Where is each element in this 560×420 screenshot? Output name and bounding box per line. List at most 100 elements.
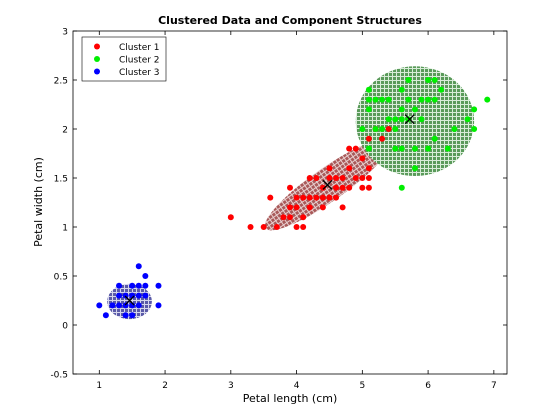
data-point-cluster-1: [227, 214, 234, 221]
data-point-cluster-1: [287, 214, 293, 221]
data-point-cluster-2: [365, 86, 372, 93]
data-point-cluster-1: [293, 204, 300, 211]
data-point-cluster-2: [484, 96, 491, 103]
data-point-cluster-3: [142, 292, 149, 299]
data-point-cluster-2: [398, 116, 405, 123]
data-point-cluster-2: [411, 145, 418, 152]
y-axis-label: Petal width (cm): [32, 157, 45, 247]
y-tick-label: 0: [62, 322, 68, 332]
x-tick-label: 3: [228, 381, 234, 391]
x-tick-label: 1: [96, 381, 102, 391]
data-point-cluster-1: [365, 184, 372, 191]
data-point-cluster-2: [365, 106, 372, 113]
x-tick-label: 5: [359, 381, 365, 391]
data-point-cluster-2: [385, 96, 392, 103]
y-tick-label: 3: [62, 28, 68, 38]
data-point-cluster-2: [405, 96, 412, 103]
data-point-cluster-3: [135, 302, 142, 309]
data-point-cluster-1: [346, 145, 353, 152]
data-point-cluster-3: [102, 312, 109, 319]
data-point-cluster-1: [306, 194, 313, 201]
data-point-cluster-2: [431, 96, 438, 103]
data-point-cluster-3: [122, 302, 129, 309]
data-point-cluster-2: [365, 96, 372, 103]
data-point-cluster-3: [135, 292, 142, 299]
data-point-cluster-1: [339, 184, 346, 191]
data-point-cluster-2: [418, 116, 425, 123]
data-point-cluster-1: [326, 165, 333, 172]
data-point-cluster-3: [142, 273, 149, 279]
data-point-cluster-3: [122, 292, 129, 299]
chart-title: Clustered Data and Component Structures: [158, 14, 422, 27]
data-point-cluster-2: [411, 106, 418, 113]
legend: Cluster 1 Cluster 2 Cluster 3: [81, 36, 167, 82]
data-point-cluster-3: [116, 302, 123, 309]
data-point-cluster-2: [464, 116, 471, 123]
y-tick-label: 2.5: [54, 77, 68, 87]
data-point-cluster-2: [379, 126, 386, 132]
data-point-cluster-1: [346, 184, 353, 191]
data-point-cluster-2: [418, 96, 425, 103]
data-point-cluster-2: [438, 86, 445, 93]
data-point-cluster-1: [352, 175, 359, 181]
data-point-cluster-1: [359, 175, 366, 181]
data-point-cluster-2: [425, 77, 432, 83]
y-tick-label: 1: [62, 224, 68, 234]
data-point-cluster-2: [405, 77, 412, 83]
data-point-cluster-3: [122, 312, 129, 319]
legend-marker-cluster-2: [94, 56, 100, 62]
data-point-cluster-1: [379, 135, 386, 142]
data-point-cluster-1: [326, 194, 333, 201]
data-point-cluster-2: [385, 116, 392, 123]
data-point-cluster-1: [365, 165, 372, 172]
y-tick-label: 2: [62, 126, 68, 136]
y-tick-label: 0.5: [54, 273, 68, 283]
data-point-cluster-2: [425, 145, 432, 152]
data-point-cluster-2: [372, 126, 379, 132]
data-point-cluster-2: [411, 165, 418, 172]
data-point-cluster-2: [398, 184, 405, 191]
data-point-cluster-1: [313, 175, 320, 181]
data-point-cluster-1: [319, 204, 326, 211]
data-point-cluster-1: [319, 194, 326, 201]
legend-label-cluster-3: Cluster 3: [119, 68, 160, 78]
center-marker-cluster-1: [322, 179, 333, 190]
legend-marker-cluster-1: [94, 43, 100, 50]
data-point-cluster-3: [116, 282, 123, 289]
data-point-cluster-1: [260, 224, 267, 230]
x-tick-label: 2: [162, 381, 168, 391]
data-point-cluster-3: [116, 292, 123, 299]
legend-label-cluster-1: Cluster 1: [119, 43, 160, 53]
data-point-cluster-2: [398, 106, 405, 113]
x-axis-ticks: 1 2 3 4 5 6 7: [96, 31, 497, 391]
data-point-cluster-1: [293, 194, 300, 201]
data-point-cluster-1: [333, 184, 340, 191]
data-point-cluster-2: [392, 145, 399, 152]
data-point-cluster-1: [339, 204, 346, 211]
data-point-cluster-2: [379, 96, 386, 103]
data-point-cluster-1: [313, 194, 320, 201]
data-point-cluster-1: [385, 126, 392, 132]
data-point-cluster-1: [352, 145, 359, 152]
component-ellipse-cluster-3: [107, 283, 152, 320]
legend-label-cluster-2: Cluster 2: [119, 56, 160, 66]
data-point-cluster-2: [431, 77, 438, 83]
data-point-cluster-1: [280, 214, 287, 221]
data-point-cluster-1: [333, 175, 340, 181]
data-point-cluster-1: [300, 194, 307, 201]
data-point-cluster-2: [398, 145, 405, 152]
x-tick-label: 6: [425, 381, 431, 391]
data-point-cluster-1: [326, 175, 333, 181]
center-marker-cluster-2: [404, 114, 415, 125]
data-point-cluster-2: [425, 96, 432, 103]
component-ellipse-cluster-2: [355, 66, 475, 177]
data-point-cluster-2: [398, 86, 405, 93]
data-point-cluster-2: [372, 96, 379, 103]
data-point-cluster-1: [287, 184, 293, 191]
data-point-cluster-3: [96, 302, 103, 309]
data-point-cluster-1: [293, 224, 300, 230]
data-point-cluster-3: [155, 282, 162, 289]
data-point-cluster-1: [306, 175, 313, 181]
data-point-cluster-2: [471, 106, 478, 113]
